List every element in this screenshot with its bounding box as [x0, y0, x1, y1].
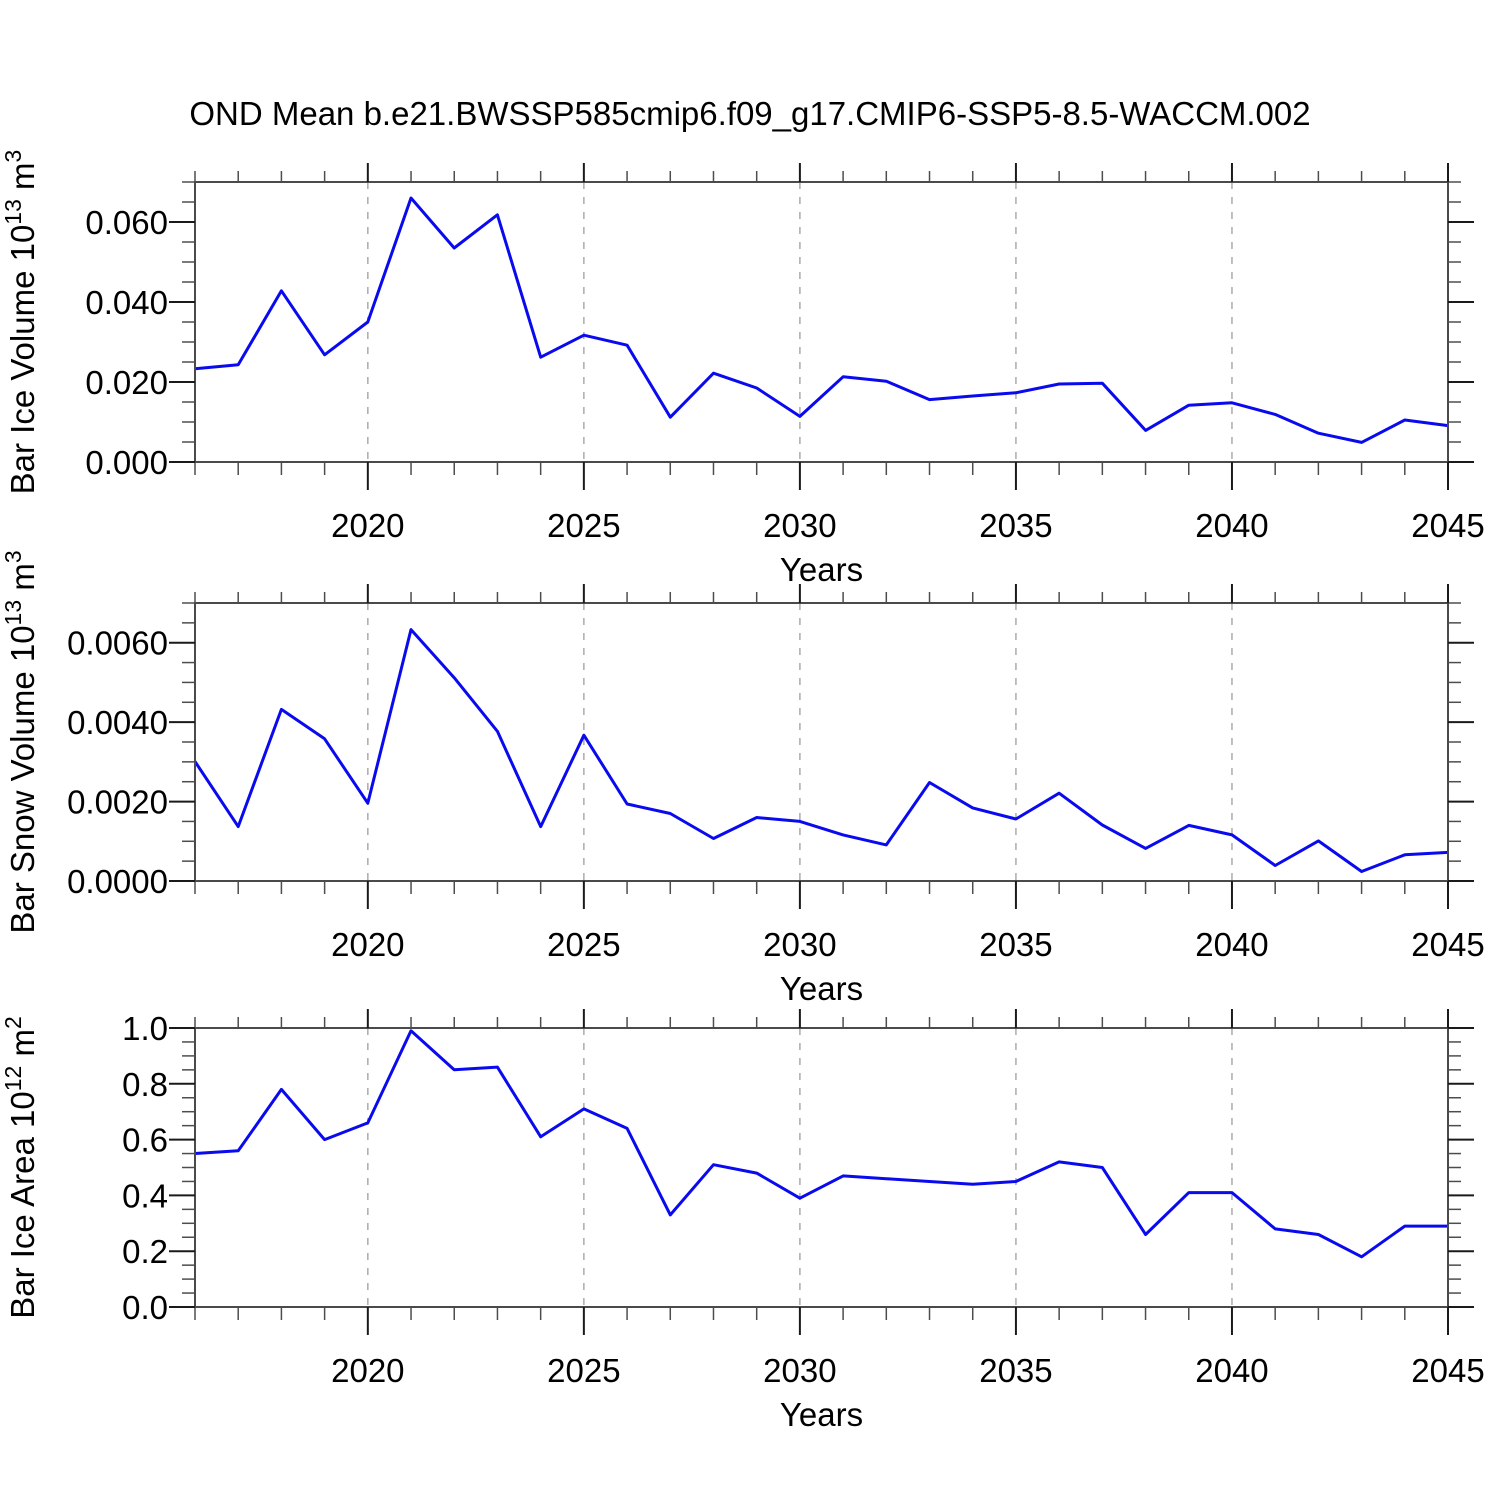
- x-tick-label: 2045: [1411, 507, 1484, 544]
- y-tick-label: 0.000: [85, 444, 168, 481]
- x-tick-label: 2040: [1195, 1352, 1268, 1389]
- x-tick-label: 2025: [547, 926, 620, 963]
- y-tick-label: 0.040: [85, 284, 168, 321]
- y-axis-label: Bar Snow Volume 1013 m3: [0, 550, 41, 933]
- y-tick-label: 0.020: [85, 364, 168, 401]
- y-tick-label: 0.8: [122, 1066, 168, 1103]
- minor-ticks: [182, 1017, 1461, 1320]
- plot-frame: [194, 1027, 1449, 1308]
- panel-3: 2020 2025 2030 2035 2040 2045 Years 0.0 0.2 0.4 0.…: [0, 1009, 1485, 1433]
- x-tick-label: 2045: [1411, 1352, 1484, 1389]
- minor-ticks: [182, 592, 1461, 894]
- y-tick-label: 0.6: [122, 1122, 168, 1159]
- y-tick-label: 0.4: [122, 1177, 168, 1214]
- y-tick-label: 0.0060: [67, 625, 168, 662]
- series-line: [194, 1029, 1448, 1259]
- x-axis-label: Years: [780, 551, 863, 588]
- y-tick-label: 1.0: [122, 1010, 168, 1047]
- y-axis-label: Bar Ice Area 1012 m2: [0, 1016, 41, 1319]
- y-axis-label: Bar Ice Volume 1013 m3: [0, 150, 41, 495]
- panel-1: 2020 2025 2030 2035 2040 2045 Years 0.000 0.020 0…: [0, 150, 1485, 588]
- x-tick-label: 2035: [979, 926, 1052, 963]
- x-tick-label: 2025: [547, 507, 620, 544]
- gridlines: [367, 182, 1233, 462]
- y-tick-label: 0.0020: [67, 784, 168, 821]
- series-line: [193, 628, 1449, 873]
- x-tick-label: 2030: [763, 926, 836, 963]
- y-tick-label: 0.060: [85, 204, 168, 241]
- x-axis-label: Years: [780, 970, 863, 1007]
- y-tick-label: 0.0000: [67, 863, 168, 900]
- x-tick-label: 2045: [1411, 926, 1484, 963]
- y-tick-label: 0.0: [122, 1289, 168, 1326]
- major-ticks: [169, 584, 1474, 909]
- x-tick-label: 2035: [979, 1352, 1052, 1389]
- y-tick-label: 0.0040: [67, 704, 168, 741]
- panel-2: 2020 2025 2030 2035 2040 2045 Years 0.0000 0.002…: [0, 550, 1485, 1007]
- x-tick-label: 2025: [547, 1352, 620, 1389]
- x-axis-label: Years: [780, 1396, 863, 1433]
- major-ticks: [169, 1009, 1474, 1335]
- y-tick-label: 0.2: [122, 1233, 168, 1270]
- major-ticks: [169, 163, 1474, 490]
- x-tick-label: 2030: [763, 1352, 836, 1389]
- x-tick-label: 2040: [1195, 507, 1268, 544]
- x-tick-label: 2040: [1195, 926, 1268, 963]
- x-tick-label: 2020: [331, 507, 404, 544]
- chart-title: OND Mean b.e21.BWSSP585cmip6.f09_g17.CMI…: [189, 95, 1311, 132]
- gridlines: [367, 603, 1233, 881]
- x-tick-label: 2035: [979, 507, 1052, 544]
- plot-frame: [194, 181, 1449, 463]
- x-tick-label: 2020: [331, 1352, 404, 1389]
- x-tick-label: 2020: [331, 926, 404, 963]
- series-line: [194, 196, 1449, 444]
- x-tick-label: 2030: [763, 507, 836, 544]
- minor-ticks: [182, 171, 1461, 475]
- gridlines: [367, 1028, 1233, 1307]
